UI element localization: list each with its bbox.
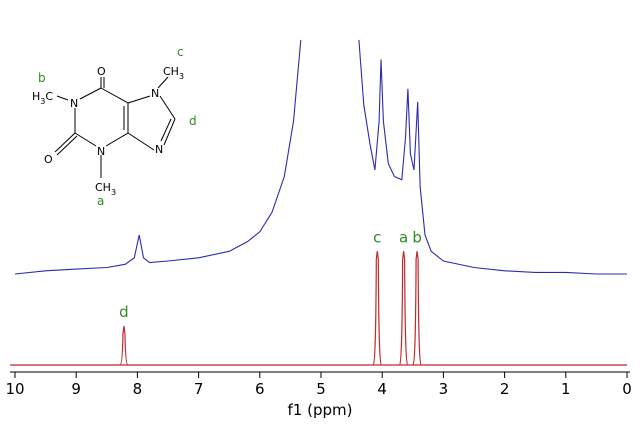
atom: N <box>155 143 163 156</box>
plot-area <box>10 40 627 366</box>
predicted-peak <box>372 251 382 366</box>
x-tick-label: 6 <box>255 380 265 398</box>
x-tick-label: 1 <box>561 380 571 398</box>
spectrum-line <box>14 40 627 275</box>
x-tick-label: 7 <box>194 380 204 398</box>
atom: O <box>44 153 53 166</box>
predicted-peak <box>412 251 422 366</box>
atom: N <box>151 87 159 100</box>
x-tick-label: 2 <box>500 380 510 398</box>
peak-label: b <box>412 228 422 246</box>
x-axis-label: f1 (ppm) <box>288 401 353 419</box>
x-tick-label: 4 <box>377 380 387 398</box>
peak-label: a <box>399 228 408 246</box>
peak-label: d <box>119 303 129 321</box>
x-tick-label: 9 <box>71 380 81 398</box>
atom: CH3 <box>95 181 116 197</box>
atom: N <box>70 97 78 110</box>
group-tag: a <box>97 194 104 208</box>
atom: N <box>97 145 105 158</box>
group-tag: c <box>177 45 184 59</box>
x-tick-label: 0 <box>622 380 632 398</box>
x-tick-label: 8 <box>133 380 143 398</box>
predicted-peak <box>119 325 129 366</box>
atom: H3C <box>32 90 53 106</box>
x-tick-label: 3 <box>439 380 449 398</box>
x-tick-label: 10 <box>5 380 24 398</box>
peak-label: c <box>373 228 381 246</box>
x-tick-label: 5 <box>316 380 326 398</box>
predicted-peak <box>399 251 409 366</box>
atom: O <box>97 65 106 78</box>
group-tag: d <box>189 114 197 128</box>
group-tag: b <box>38 71 46 85</box>
atom: CH3 <box>163 65 184 81</box>
molecule: O N O N N N CH3 H3C CH3 c b d a <box>32 45 197 208</box>
